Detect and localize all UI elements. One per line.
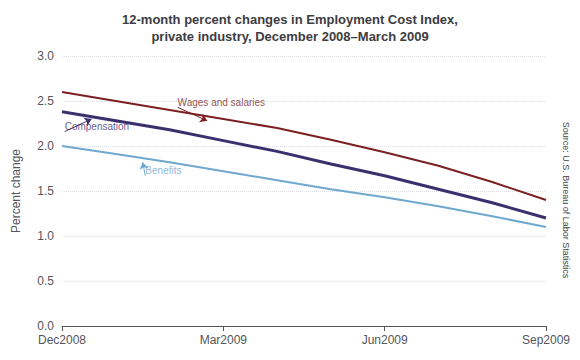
svg-text:Sep2009: Sep2009 <box>522 333 570 347</box>
svg-text:3.0: 3.0 <box>37 49 54 63</box>
svg-text:Benefits: Benefits <box>145 165 181 176</box>
svg-text:0.5: 0.5 <box>37 274 54 288</box>
svg-text:private industry, December 200: private industry, December 2008–March 20… <box>151 29 428 44</box>
svg-text:Source: U.S. Bureau of Labor S: Source: U.S. Bureau of Labor Statistics <box>561 122 571 279</box>
svg-text:Percent change: Percent change <box>9 149 23 233</box>
svg-text:Compensation: Compensation <box>65 121 129 132</box>
svg-text:Wages and salaries: Wages and salaries <box>178 97 265 108</box>
svg-text:Mar2009: Mar2009 <box>200 333 248 347</box>
svg-text:2.0: 2.0 <box>37 139 54 153</box>
svg-text:0.0: 0.0 <box>37 319 54 333</box>
svg-text:Jun2009: Jun2009 <box>362 333 408 347</box>
svg-text:Dec2008: Dec2008 <box>38 333 86 347</box>
svg-text:2.5: 2.5 <box>37 94 54 108</box>
svg-text:12-month percent changes in Em: 12-month percent changes in Employment C… <box>122 12 458 27</box>
svg-text:1.5: 1.5 <box>37 184 54 198</box>
svg-text:1.0: 1.0 <box>37 229 54 243</box>
